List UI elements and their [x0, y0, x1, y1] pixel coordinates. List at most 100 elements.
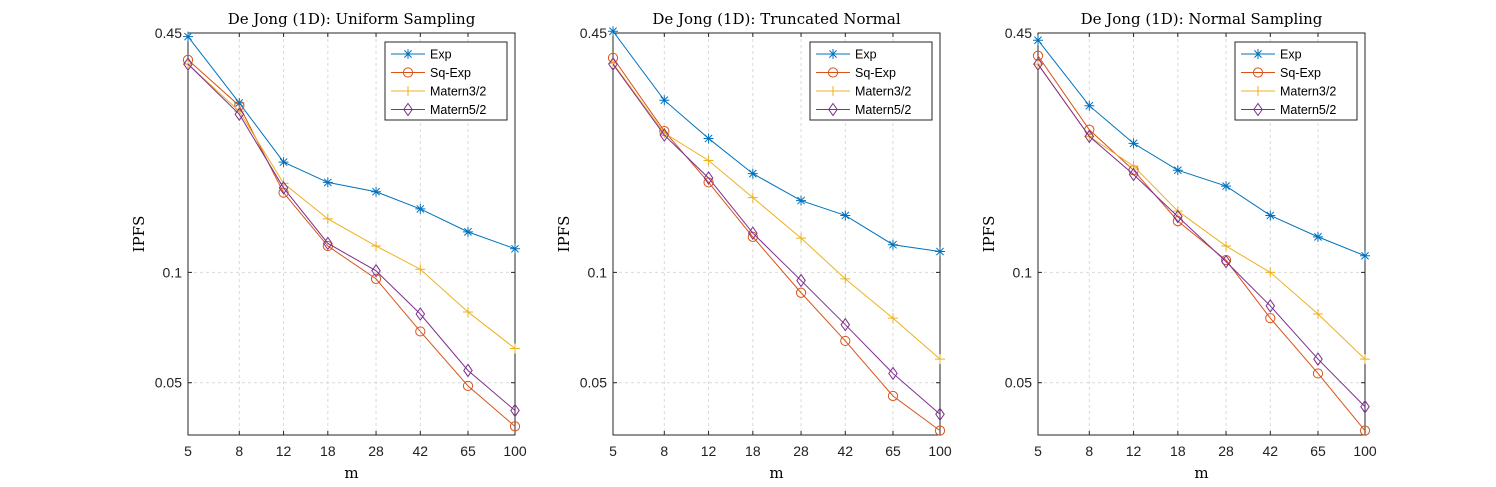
y-axis-label: IPFS [980, 216, 998, 253]
data-point [747, 192, 758, 203]
data-point [1128, 138, 1139, 149]
legend-marker [828, 86, 838, 96]
data-point [462, 306, 473, 317]
legend-label: Sq-Exp [1280, 66, 1321, 80]
x-tick-label: 28 [368, 443, 384, 459]
legend-marker [828, 102, 838, 117]
x-tick-label: 100 [928, 443, 952, 459]
data-point [1265, 313, 1276, 324]
data-point [509, 421, 521, 432]
series-line [187, 63, 516, 349]
legend-marker [827, 67, 839, 78]
data-point [887, 313, 898, 324]
data-point [840, 317, 851, 332]
series-line [612, 57, 941, 432]
data-point [1265, 267, 1276, 278]
legend-marker [402, 67, 414, 78]
chart-title: De Jong (1D): Uniform Sampling [228, 10, 476, 28]
data-point [510, 243, 520, 254]
axes-box [612, 32, 941, 436]
legend-marker [403, 86, 413, 96]
y-tick-label: 0.1 [1013, 264, 1033, 280]
data-point [1360, 354, 1370, 365]
data-point [840, 210, 851, 221]
data-point [234, 107, 245, 122]
x-tick-label: 42 [413, 443, 429, 459]
data-point [703, 171, 714, 185]
legend-label: Matern3/2 [855, 85, 911, 99]
x-tick-label: 42 [1263, 443, 1279, 459]
legend-marker [403, 102, 413, 117]
legend-marker [828, 49, 838, 59]
legend-marker [1252, 67, 1264, 78]
data-point [278, 181, 289, 195]
legend-label: Exp [430, 48, 452, 62]
legend-marker [1253, 86, 1263, 96]
x-axis-label: m [1194, 464, 1208, 482]
legend: Exp Sq-Exp Matern3/2 Matern5/2 [1234, 41, 1358, 121]
data-point [278, 157, 289, 168]
y-tick-label: 0.45 [1005, 25, 1032, 41]
data-point [608, 26, 618, 37]
x-tick-label: 8 [660, 443, 668, 459]
data-point [608, 57, 618, 72]
chart-title: De Jong (1D): Normal Sampling [1081, 10, 1323, 28]
data-point [463, 363, 473, 378]
data-point [1128, 167, 1139, 182]
y-tick-label: 0.1 [163, 264, 183, 280]
data-point [796, 233, 807, 244]
data-point [510, 403, 520, 418]
x-tick-label: 65 [460, 443, 476, 459]
data-point [887, 390, 899, 402]
data-point [415, 326, 426, 337]
x-tick-label: 8 [1085, 443, 1093, 459]
data-point [183, 31, 193, 42]
data-point [703, 155, 714, 166]
x-tick-label: 5 [609, 443, 617, 459]
series-line [612, 63, 941, 415]
x-tick-label: 18 [745, 443, 761, 459]
chart-panel-2: 5 8 12 18 28 42 65 100 0.05 0.1 0.45 De Jong (1D): … [555, 10, 952, 482]
series-Sq-Exp [607, 52, 946, 436]
y-tick-label: 0.05 [1005, 375, 1032, 391]
data-point [796, 273, 806, 288]
data-point [747, 168, 758, 179]
y-tick-label: 0.45 [155, 25, 182, 41]
data-point [322, 177, 333, 188]
x-tick-label: 8 [235, 443, 243, 459]
legend: Exp Sq-Exp Matern3/2 Matern5/2 [809, 41, 933, 121]
data-point [371, 241, 382, 252]
data-point [888, 366, 898, 381]
data-point [703, 133, 714, 144]
series-line [1037, 55, 1366, 431]
x-tick-label: 65 [1310, 443, 1326, 459]
y-tick-label: 0.05 [155, 375, 182, 391]
data-point [934, 425, 946, 436]
chart-panel-1: 5 8 12 18 28 42 65 100 0.05 0.1 0.45 De Jong (1D): … [130, 10, 527, 482]
legend-label: Exp [855, 48, 877, 62]
data-point [840, 335, 851, 347]
chart-title: De Jong (1D): Truncated Normal [652, 10, 900, 28]
data-point [747, 231, 758, 242]
x-tick-label: 28 [793, 443, 809, 459]
data-point [840, 273, 851, 284]
series-line [187, 59, 516, 427]
x-axis-label: m [769, 464, 783, 482]
data-point [371, 263, 381, 278]
data-point [371, 186, 382, 197]
data-point [1313, 352, 1323, 366]
data-point [1033, 59, 1043, 70]
y-axis-label: IPFS [555, 216, 573, 253]
data-point [748, 226, 758, 240]
x-tick-label: 12 [276, 443, 292, 459]
data-point [1033, 35, 1043, 46]
y-tick-label: 0.05 [580, 375, 607, 391]
x-tick-label: 12 [701, 443, 717, 459]
data-point [1360, 250, 1370, 261]
axes-box [1037, 32, 1366, 436]
data-point [887, 239, 898, 250]
series-line [187, 36, 516, 250]
data-point [796, 195, 807, 206]
data-point [1221, 181, 1232, 192]
data-point [1172, 165, 1183, 176]
